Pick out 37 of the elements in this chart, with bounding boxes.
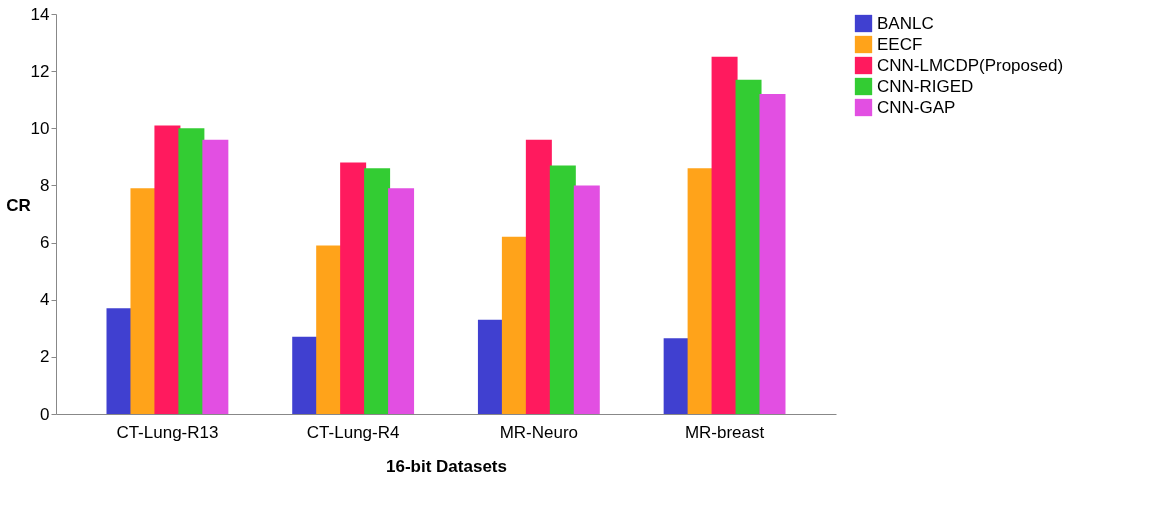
x-axis-title: 16-bit Datasets [386, 456, 507, 476]
bar [364, 168, 391, 414]
bar [501, 236, 528, 414]
legend-label: CNN-RIGED [877, 76, 974, 96]
y-axis-title: CR [6, 195, 31, 215]
y-tick-label: 8 [40, 175, 50, 195]
x-tick-label: CT-Lung-R4 [306, 422, 400, 442]
y-tick-label: 4 [40, 290, 50, 310]
bar [154, 125, 181, 414]
y-tick-label: 6 [40, 233, 50, 253]
bar [316, 245, 343, 414]
bar [525, 139, 552, 414]
legend-label: CNN-GAP [877, 97, 956, 117]
bar [687, 168, 714, 414]
y-tick-label: 14 [30, 4, 50, 24]
bar [573, 185, 600, 414]
x-tick-label: CT-Lung-R13 [116, 422, 219, 442]
bar [292, 336, 319, 414]
bar [178, 128, 205, 414]
x-tick-label: MR-Neuro [499, 422, 579, 442]
bar [663, 338, 690, 414]
bar [340, 162, 367, 414]
bar [759, 94, 786, 414]
bar [388, 188, 415, 414]
legend-label: BANLC [877, 13, 934, 33]
bar [130, 188, 157, 414]
legend-label: CNN-LMCDP(Proposed) [877, 55, 1064, 75]
bar [549, 165, 576, 414]
y-tick-label: 12 [30, 61, 50, 81]
y-tick-label: 10 [30, 118, 50, 138]
y-tick-label: 0 [40, 404, 50, 424]
bar [202, 139, 229, 414]
bar [711, 56, 738, 414]
bar [477, 319, 504, 414]
legend-label: EECF [877, 34, 923, 54]
y-tick-label: 2 [40, 347, 50, 367]
x-tick-label: MR-breast [684, 422, 765, 442]
